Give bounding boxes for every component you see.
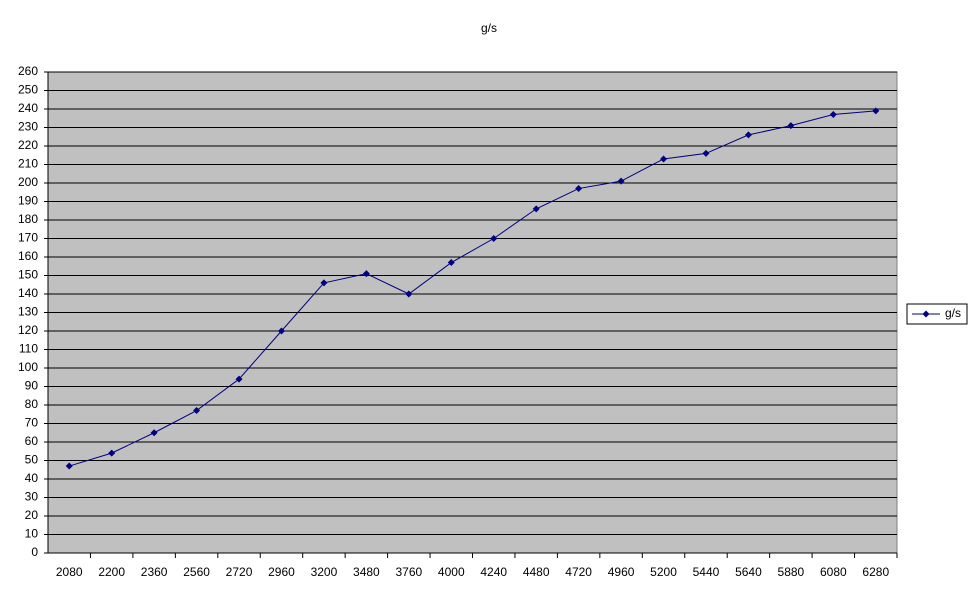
point-marker: [787, 122, 795, 130]
x-tick-label: 2080: [56, 565, 83, 579]
y-tick-label: 130: [18, 305, 38, 319]
y-tick-label: 210: [18, 157, 38, 171]
point-marker: [65, 462, 73, 470]
point-marker: [447, 259, 455, 267]
x-tick-label: 4720: [565, 565, 592, 579]
y-tick-label: 180: [18, 212, 38, 226]
x-tick-label: 2720: [226, 565, 253, 579]
y-tick-label: 120: [18, 323, 38, 337]
y-tick-label: 50: [25, 453, 39, 467]
x-tick-label: 6280: [862, 565, 889, 579]
legend-marker: [922, 310, 930, 318]
point-marker: [744, 131, 752, 139]
x-tick-label: 5200: [650, 565, 677, 579]
y-tick-label: 160: [18, 249, 38, 263]
x-tick-label: 4000: [438, 565, 465, 579]
x-tick-label: 5440: [693, 565, 720, 579]
x-tick-label: 2200: [98, 565, 125, 579]
x-tick-label: 2560: [183, 565, 210, 579]
point-marker: [193, 407, 201, 415]
point-marker: [405, 290, 413, 298]
point-marker: [362, 270, 370, 278]
chart-title: g/s: [481, 21, 497, 35]
y-tick-label: 170: [18, 231, 38, 245]
x-tick-label: 3480: [353, 565, 380, 579]
point-marker: [235, 375, 243, 383]
x-tick-label: 2360: [141, 565, 168, 579]
y-tick-label: 260: [18, 64, 38, 78]
y-tick-label: 190: [18, 194, 38, 208]
point-marker: [702, 149, 710, 157]
y-tick-label: 70: [25, 416, 39, 430]
x-tick-label: 4240: [480, 565, 507, 579]
y-tick-label: 100: [18, 360, 38, 374]
y-tick-label: 200: [18, 175, 38, 189]
y-tick-label: 0: [31, 545, 38, 559]
x-tick-label: 4960: [608, 565, 635, 579]
y-tick-label: 20: [25, 508, 39, 522]
x-tick-label: 5880: [778, 565, 805, 579]
series-line: [69, 110, 876, 467]
x-tick-label: 6080: [820, 565, 847, 579]
y-tick-label: 80: [25, 397, 39, 411]
point-marker: [277, 327, 285, 335]
x-tick-label: 3760: [395, 565, 422, 579]
y-tick-label: 10: [25, 527, 39, 541]
point-marker: [575, 185, 583, 193]
y-tick-label: 90: [25, 379, 39, 393]
x-tick-label: 5640: [735, 565, 762, 579]
y-tick-label: 40: [25, 471, 39, 485]
y-tick-label: 140: [18, 286, 38, 300]
x-tick-label: 3200: [311, 565, 338, 579]
y-tick-label: 150: [18, 268, 38, 282]
point-marker: [872, 107, 880, 115]
y-tick-label: 240: [18, 101, 38, 115]
point-marker: [660, 155, 668, 163]
y-tick-label: 250: [18, 83, 38, 97]
legend-label: g/s: [945, 306, 961, 320]
point-marker: [490, 235, 498, 242]
y-tick-label: 220: [18, 138, 38, 152]
y-tick-label: 30: [25, 490, 39, 504]
point-marker: [320, 279, 328, 287]
point-marker: [829, 111, 837, 119]
y-tick-label: 230: [18, 120, 38, 134]
point-marker: [532, 205, 540, 213]
x-tick-label: 2960: [268, 565, 295, 579]
x-tick-label: 4480: [523, 565, 550, 579]
y-tick-label: 60: [25, 434, 39, 448]
point-marker: [617, 177, 625, 185]
y-tick-label: 110: [19, 342, 38, 356]
point-marker: [150, 429, 158, 437]
point-marker: [108, 449, 116, 457]
